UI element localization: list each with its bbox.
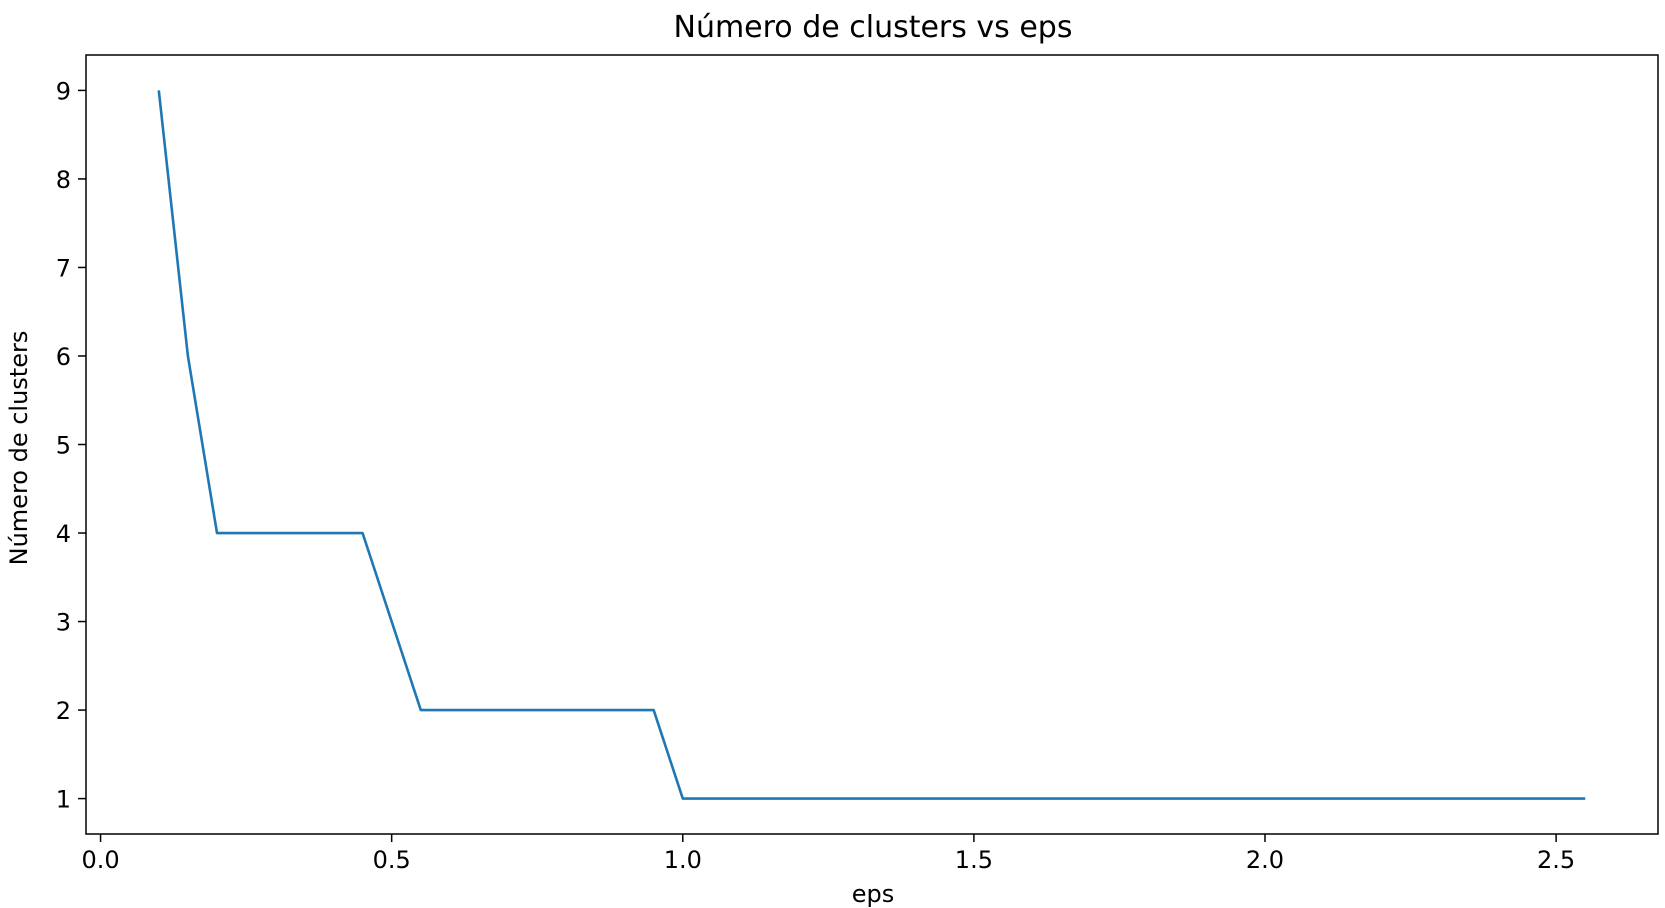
y-tick-label: 7 [56, 254, 71, 282]
x-tick-label: 0.0 [81, 846, 119, 874]
y-axis-label: Número de clusters [5, 331, 33, 566]
y-tick-label: 1 [56, 786, 71, 814]
y-tick-label: 5 [56, 432, 71, 460]
x-tick-label: 1.5 [955, 846, 993, 874]
x-tick-label: 2.0 [1246, 846, 1284, 874]
x-axis-label: eps [852, 880, 895, 908]
plot-area [85, 54, 1659, 835]
y-tick-label: 9 [56, 77, 71, 105]
series-line [157, 90, 1586, 800]
y-tick-label: 3 [56, 609, 71, 637]
y-tick-label: 2 [56, 697, 71, 725]
y-tick-label: 4 [56, 520, 71, 548]
y-tick-label: 6 [56, 343, 71, 371]
x-tick-label: 1.0 [664, 846, 702, 874]
y-axis: 1 2 3 4 5 6 7 8 9 [56, 77, 86, 814]
data-layer [157, 90, 1586, 800]
x-tick-label: 2.5 [1537, 846, 1575, 874]
plot-background [86, 55, 1658, 834]
x-axis: 0.0 0.5 1.0 1.5 2.0 2.5 [81, 834, 1575, 874]
chart-title: Número de clusters vs eps [674, 10, 1073, 45]
x-tick-label: 0.5 [373, 846, 411, 874]
y-tick-label: 8 [56, 166, 71, 194]
